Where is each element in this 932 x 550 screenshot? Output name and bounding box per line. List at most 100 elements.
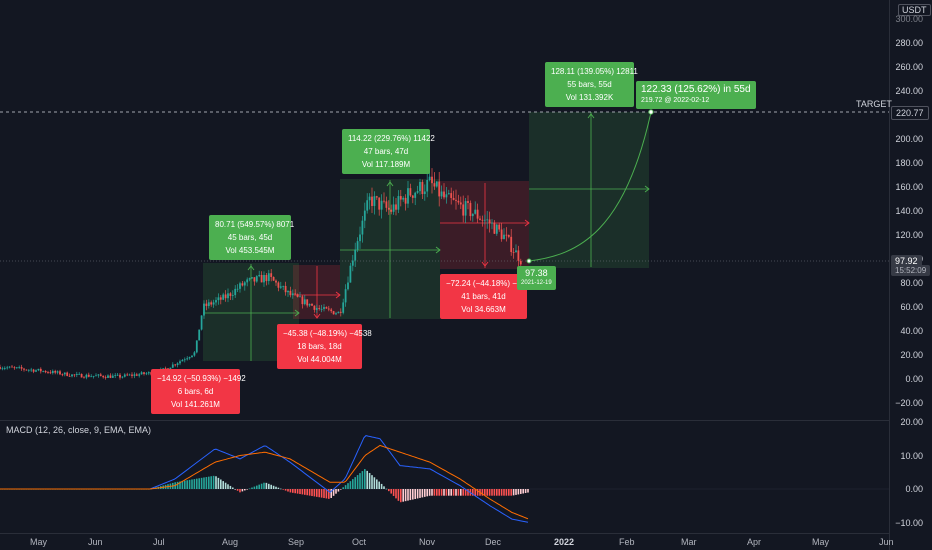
macd-histogram-bar [340, 489, 342, 490]
macd-histogram-bar [316, 489, 318, 497]
candle-body [140, 372, 143, 375]
candle-body [380, 200, 383, 210]
macd-histogram-bar [424, 489, 426, 497]
candle-body [399, 196, 402, 200]
candle-body [390, 209, 393, 212]
macd-histogram-bar [344, 485, 347, 489]
candle-body [347, 282, 349, 290]
time-tick-label: Feb [619, 537, 635, 547]
projection-curve [528, 111, 652, 262]
candle-body [445, 194, 448, 198]
macd-histogram-bar [181, 481, 184, 489]
candle-body [471, 213, 474, 217]
candle-body [303, 299, 306, 305]
measure-projection-bars: 55 bars, 55d [567, 80, 612, 89]
indicator-title[interactable]: MACD (12, 26, close, 9, EMA, EMA) [6, 425, 152, 435]
candle-body [47, 372, 49, 373]
candle-body [236, 288, 239, 290]
candle-body [114, 375, 117, 376]
macd-histogram-bar [498, 489, 500, 496]
candle-body [291, 293, 294, 296]
macd-histogram-bar [476, 489, 479, 496]
candle-body [299, 296, 301, 298]
price-tick-label: 20.00 [900, 350, 923, 360]
candle-body [416, 191, 419, 193]
macd-histogram-bar [383, 486, 385, 489]
candle-body [92, 375, 95, 377]
low-point-price: 97.38 [525, 268, 548, 278]
measure-projection-change: 128.11 (139.05%) 12811 [551, 67, 638, 76]
candle-body [239, 283, 241, 289]
measure-loss-2[interactable]: −45.38 (−48.19%) −4538 18 bars, 18d Vol … [277, 324, 372, 369]
candle-body [287, 290, 289, 293]
candle-body [133, 374, 136, 376]
candle-body [99, 374, 102, 376]
macd-histogram-bar [282, 489, 284, 490]
candle-body [313, 305, 316, 310]
macd-histogram-bar [390, 489, 392, 494]
time-tick-label: Sep [288, 537, 305, 547]
measure-gain-1[interactable]: 80.71 (549.57%) 8071 45 bars, 45d Vol 45… [209, 215, 294, 260]
measure-arrow [386, 181, 394, 187]
target-label: TARGET [856, 99, 892, 109]
candle-body [253, 277, 256, 282]
candle-body [289, 290, 292, 296]
time-tick-label: Jul [153, 537, 165, 547]
measure-loss-2-change: −45.38 (−48.19%) −4538 [283, 329, 372, 338]
candle-body [272, 276, 275, 281]
candle-body [378, 197, 381, 210]
macd-histogram-bar [515, 489, 517, 495]
candle-body [49, 372, 52, 374]
candle-body [354, 249, 357, 261]
candle-body [474, 209, 477, 214]
measure-gain-2[interactable]: 114.22 (229.76%) 11422 47 bars, 47d Vol … [342, 129, 435, 174]
macd-histogram-bar [284, 489, 287, 491]
candle-body [421, 181, 424, 195]
candle-body [337, 311, 340, 314]
candle-body [275, 280, 277, 283]
candle-body [279, 286, 282, 288]
macd-histogram-bar [443, 489, 445, 496]
candle-body [325, 307, 328, 309]
macd-histogram-bar [196, 478, 198, 489]
macd-histogram-bar [527, 489, 529, 493]
target-forecast-box[interactable]: 122.33 (125.62%) in 55d 219.72 @ 2022-02… [636, 81, 756, 109]
candle-body [339, 311, 342, 313]
measure-gain-2-change: 114.22 (229.76%) 11422 [348, 134, 435, 143]
target-price-tag: 220.77 [891, 106, 929, 120]
measure-loss-3[interactable]: −72.24 (−44.18%) −72. 41 bars, 41d Vol 3… [440, 274, 528, 319]
low-point-box[interactable]: 97.38 2021-12-19 [517, 266, 556, 290]
candle-body [217, 297, 220, 301]
candle-body [486, 219, 489, 221]
macd-histogram-bar [210, 476, 212, 489]
measure-loss-3-bars: 41 bars, 41d [461, 292, 506, 301]
price-tick-label: −20.00 [895, 398, 923, 408]
candle-body [80, 373, 83, 378]
macd-histogram-bar [392, 489, 395, 496]
candle-body [121, 376, 124, 378]
measure-projection[interactable]: 128.11 (139.05%) 12811 55 bars, 55d Vol … [545, 62, 638, 107]
macd-tick-label: −10.00 [895, 517, 923, 528]
candle-body [169, 367, 172, 370]
candle-body [23, 368, 25, 370]
price-tick-label: 180.00 [895, 158, 923, 168]
macd-histogram-bar [320, 489, 323, 498]
current-price-tag: 97.92 [891, 255, 922, 267]
macd-histogram-bar [356, 475, 359, 489]
macd-histogram-bar [179, 481, 181, 489]
macd-histogram-bar [419, 489, 421, 498]
candle-body [200, 315, 203, 330]
candle-body [351, 260, 354, 266]
macd-histogram-bar [380, 483, 383, 489]
candle-body [171, 364, 174, 368]
candle-body [203, 303, 205, 316]
target-forecast-change: 122.33 (125.62%) in 55d [641, 84, 751, 95]
candle-body [212, 302, 215, 305]
candle-body [395, 204, 397, 210]
currency-label[interactable]: USDT [898, 4, 931, 16]
measure-loss-1[interactable]: −14.92 (−50.93%) −1492 6 bars, 6d Vol 14… [151, 369, 246, 414]
macd-histogram-bar [450, 489, 452, 496]
candle-body [11, 366, 13, 368]
candle-body [462, 204, 465, 216]
